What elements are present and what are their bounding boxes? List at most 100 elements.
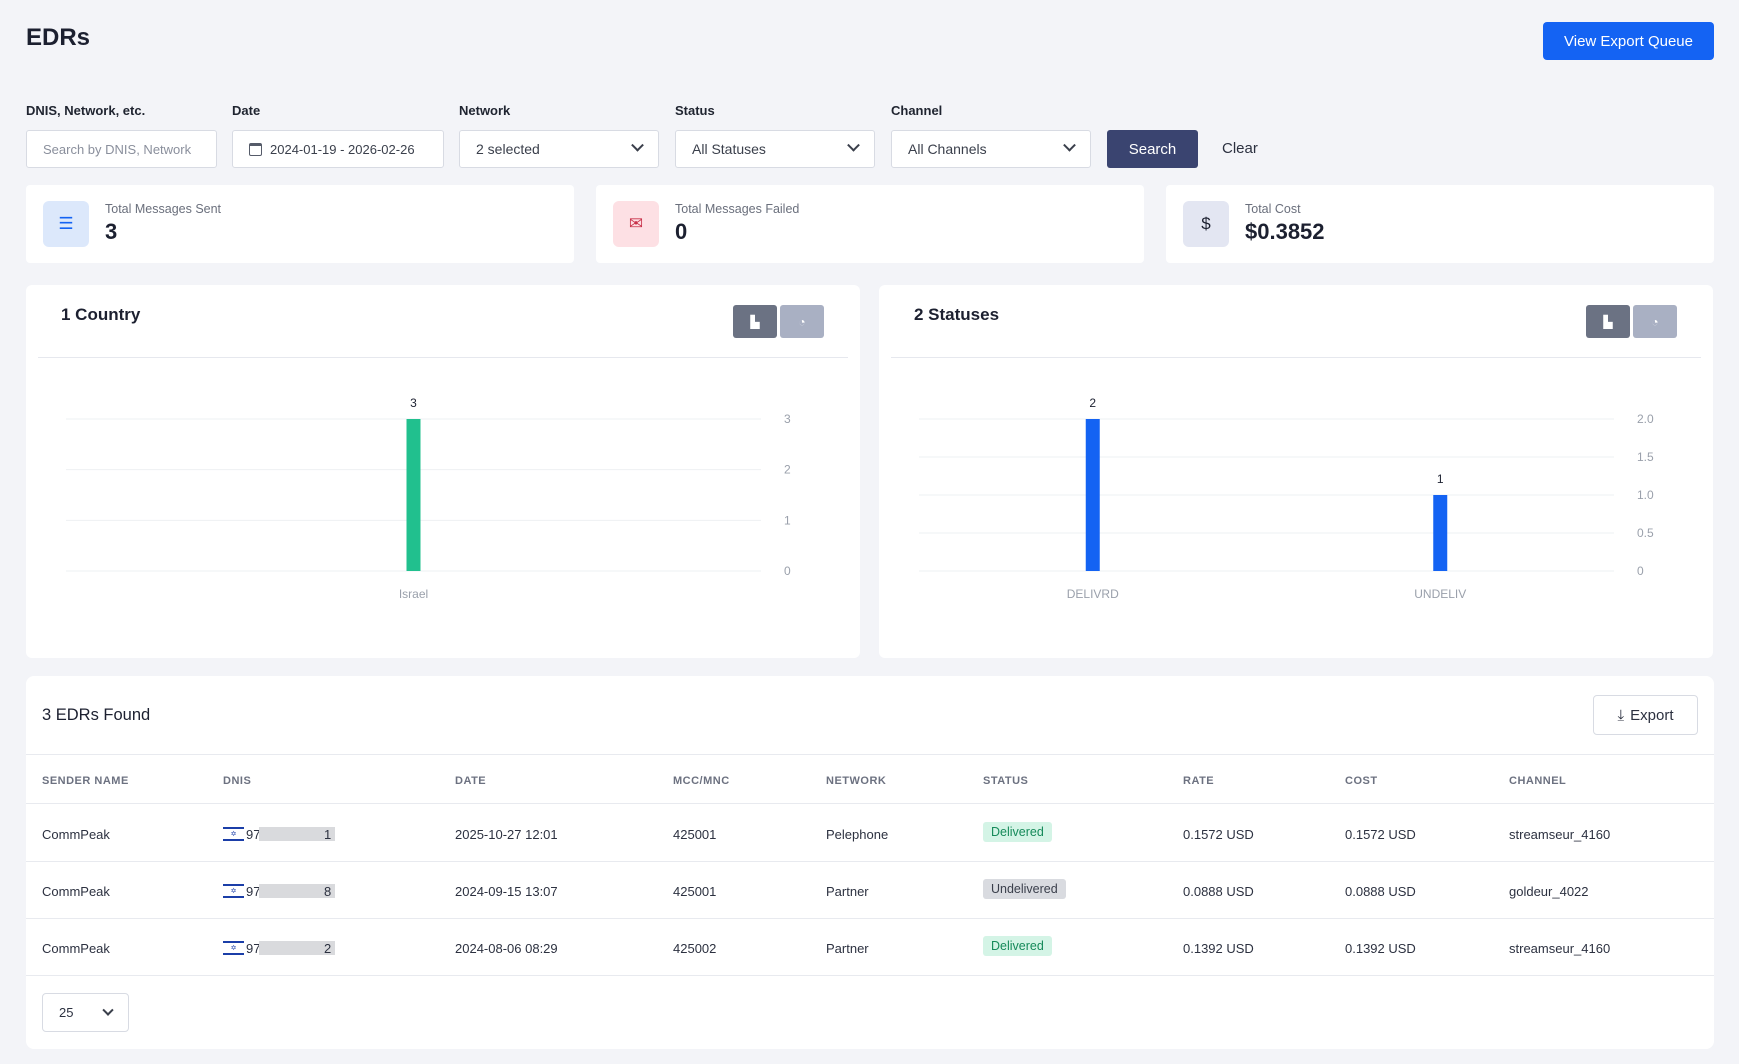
y-tick-label: 1 [784, 513, 791, 527]
divider [38, 357, 848, 358]
channel-cell: streamseur_4160 [1509, 827, 1611, 842]
x-tick-label: DELIVRD [1067, 587, 1119, 601]
column-header-network: NETWORK [826, 775, 887, 787]
rate-cell: 0.1572 USD [1183, 827, 1254, 842]
sender-name: CommPeak [42, 827, 110, 842]
search-button[interactable]: Search [1107, 130, 1198, 168]
status-select-value: All Statuses [692, 141, 766, 157]
y-tick-label: 0 [1637, 564, 1644, 578]
message-error-icon: ✉ [613, 201, 659, 247]
column-header-sender: SENDER NAME [42, 775, 129, 787]
page-size-value: 25 [59, 1005, 74, 1020]
stat-card-messages-sent: ☰ Total Messages Sent 3 [26, 185, 574, 263]
channel-cell: streamseur_4160 [1509, 941, 1611, 956]
bar-chart-toggle-icon[interactable]: ▙ [733, 305, 777, 338]
column-header-date: DATE [455, 775, 487, 787]
dnis-suffix: 1 [324, 827, 332, 842]
mccmnc-cell: 425001 [673, 884, 717, 899]
stat-card-total-cost: $ Total Cost $0.3852 [1166, 185, 1714, 263]
pie-chart-toggle-icon[interactable]: ◔ [1633, 305, 1677, 338]
date-filter-label: Date [232, 103, 261, 118]
israel-flag-icon: ✡ [223, 884, 244, 898]
chevron-down-icon [847, 138, 860, 152]
israel-flag-icon: ✡ [223, 941, 244, 955]
chart-title: 1 Country [61, 305, 141, 324]
dnis-suffix: 2 [324, 941, 332, 956]
y-tick-label: 1.5 [1637, 450, 1654, 464]
status-filter-label: Status [675, 103, 715, 118]
status-select[interactable]: All Statuses [675, 130, 875, 168]
clear-button[interactable]: Clear [1222, 130, 1258, 168]
date-range-picker[interactable]: 2024-01-19 - 2026-02-26 [232, 130, 444, 168]
mccmnc-cell: 425002 [673, 941, 717, 956]
column-header-channel: CHANNEL [1509, 775, 1567, 787]
column-header-cost: COST [1345, 775, 1378, 787]
network-select-value: 2 selected [476, 141, 540, 157]
table-title: 3 EDRs Found [42, 706, 151, 724]
network-cell: Pelephone [826, 827, 889, 842]
bar-chart-toggle-icon[interactable]: ▙ [1586, 305, 1630, 338]
network-cell: Partner [826, 884, 869, 899]
divider [26, 754, 1714, 755]
redacted-mask [259, 884, 335, 898]
rate-cell: 0.1392 USD [1183, 941, 1254, 956]
country-chart-card: 1 Country ▙ ◔ 0 1 2 3 3 Israel [26, 285, 860, 658]
chevron-down-icon [1063, 138, 1076, 152]
stat-label: Total Cost [1245, 202, 1301, 216]
divider [26, 918, 1714, 919]
search-input[interactable]: Search by DNIS, Network [26, 130, 217, 168]
data-label: 3 [410, 396, 417, 410]
israel-flag-icon: ✡ [223, 827, 244, 841]
channel-cell: goldeur_4022 [1509, 884, 1589, 899]
y-tick-label: 0 [784, 564, 791, 578]
download-icon: ⤓ [1617, 706, 1625, 724]
cost-cell: 0.1572 USD [1345, 827, 1416, 842]
column-header-dnis: DNIS [223, 775, 252, 787]
network-cell: Partner [826, 941, 869, 956]
y-tick-label: 0.5 [1637, 526, 1654, 540]
stat-value: 0 [675, 219, 688, 244]
sender-name: CommPeak [42, 884, 110, 899]
page-size-select[interactable]: 25 [42, 993, 129, 1032]
dnis-prefix: 97 [246, 941, 261, 956]
checklist-icon: ☰ [43, 201, 89, 247]
dnis-suffix: 8 [324, 884, 332, 899]
channel-select-value: All Channels [908, 141, 987, 157]
chart-title: 2 Statuses [914, 305, 1000, 324]
date-cell: 2025-10-27 12:01 [455, 827, 558, 842]
status-badge: Undelivered [983, 879, 1066, 899]
export-label: Export [1630, 706, 1674, 724]
view-export-queue-button[interactable]: View Export Queue [1543, 22, 1714, 60]
channel-select[interactable]: All Channels [891, 130, 1091, 168]
chevron-down-icon [631, 138, 644, 152]
network-select[interactable]: 2 selected [459, 130, 659, 168]
date-range-value: 2024-01-19 - 2026-02-26 [270, 141, 415, 157]
divider [891, 357, 1701, 358]
dnis-prefix: 97 [246, 827, 261, 842]
x-tick-label: UNDELIV [1414, 587, 1466, 601]
chevron-down-icon [102, 1004, 114, 1016]
bar [1085, 419, 1100, 571]
stat-label: Total Messages Sent [105, 202, 222, 216]
redacted-mask [259, 941, 335, 955]
divider [26, 861, 1714, 862]
date-cell: 2024-08-06 08:29 [455, 941, 558, 956]
cost-cell: 0.1392 USD [1345, 941, 1416, 956]
x-tick-label: Israel [399, 587, 428, 601]
channel-filter-label: Channel [891, 103, 943, 118]
date-cell: 2024-09-15 13:07 [455, 884, 558, 899]
status-badge: Delivered [983, 822, 1052, 842]
stat-value: 3 [105, 219, 118, 244]
bar [1433, 495, 1448, 571]
search-placeholder: Search by DNIS, Network [43, 141, 192, 157]
data-label: 2 [1089, 396, 1096, 410]
dollar-icon: $ [1183, 201, 1229, 247]
stat-label: Total Messages Failed [675, 202, 800, 216]
status-bar-chart: 0 0.5 1.0 1.5 2.0 2 DELIVRD 1 UNDELIV [919, 396, 1654, 601]
y-tick-label: 3 [784, 412, 791, 426]
page-title: EDRs [26, 24, 91, 51]
stat-card-messages-failed: ✉ Total Messages Failed 0 [596, 185, 1144, 263]
pie-chart-toggle-icon[interactable]: ◔ [780, 305, 824, 338]
status-badge: Delivered [983, 936, 1052, 956]
export-button[interactable]: ⤓ Export [1593, 695, 1698, 735]
